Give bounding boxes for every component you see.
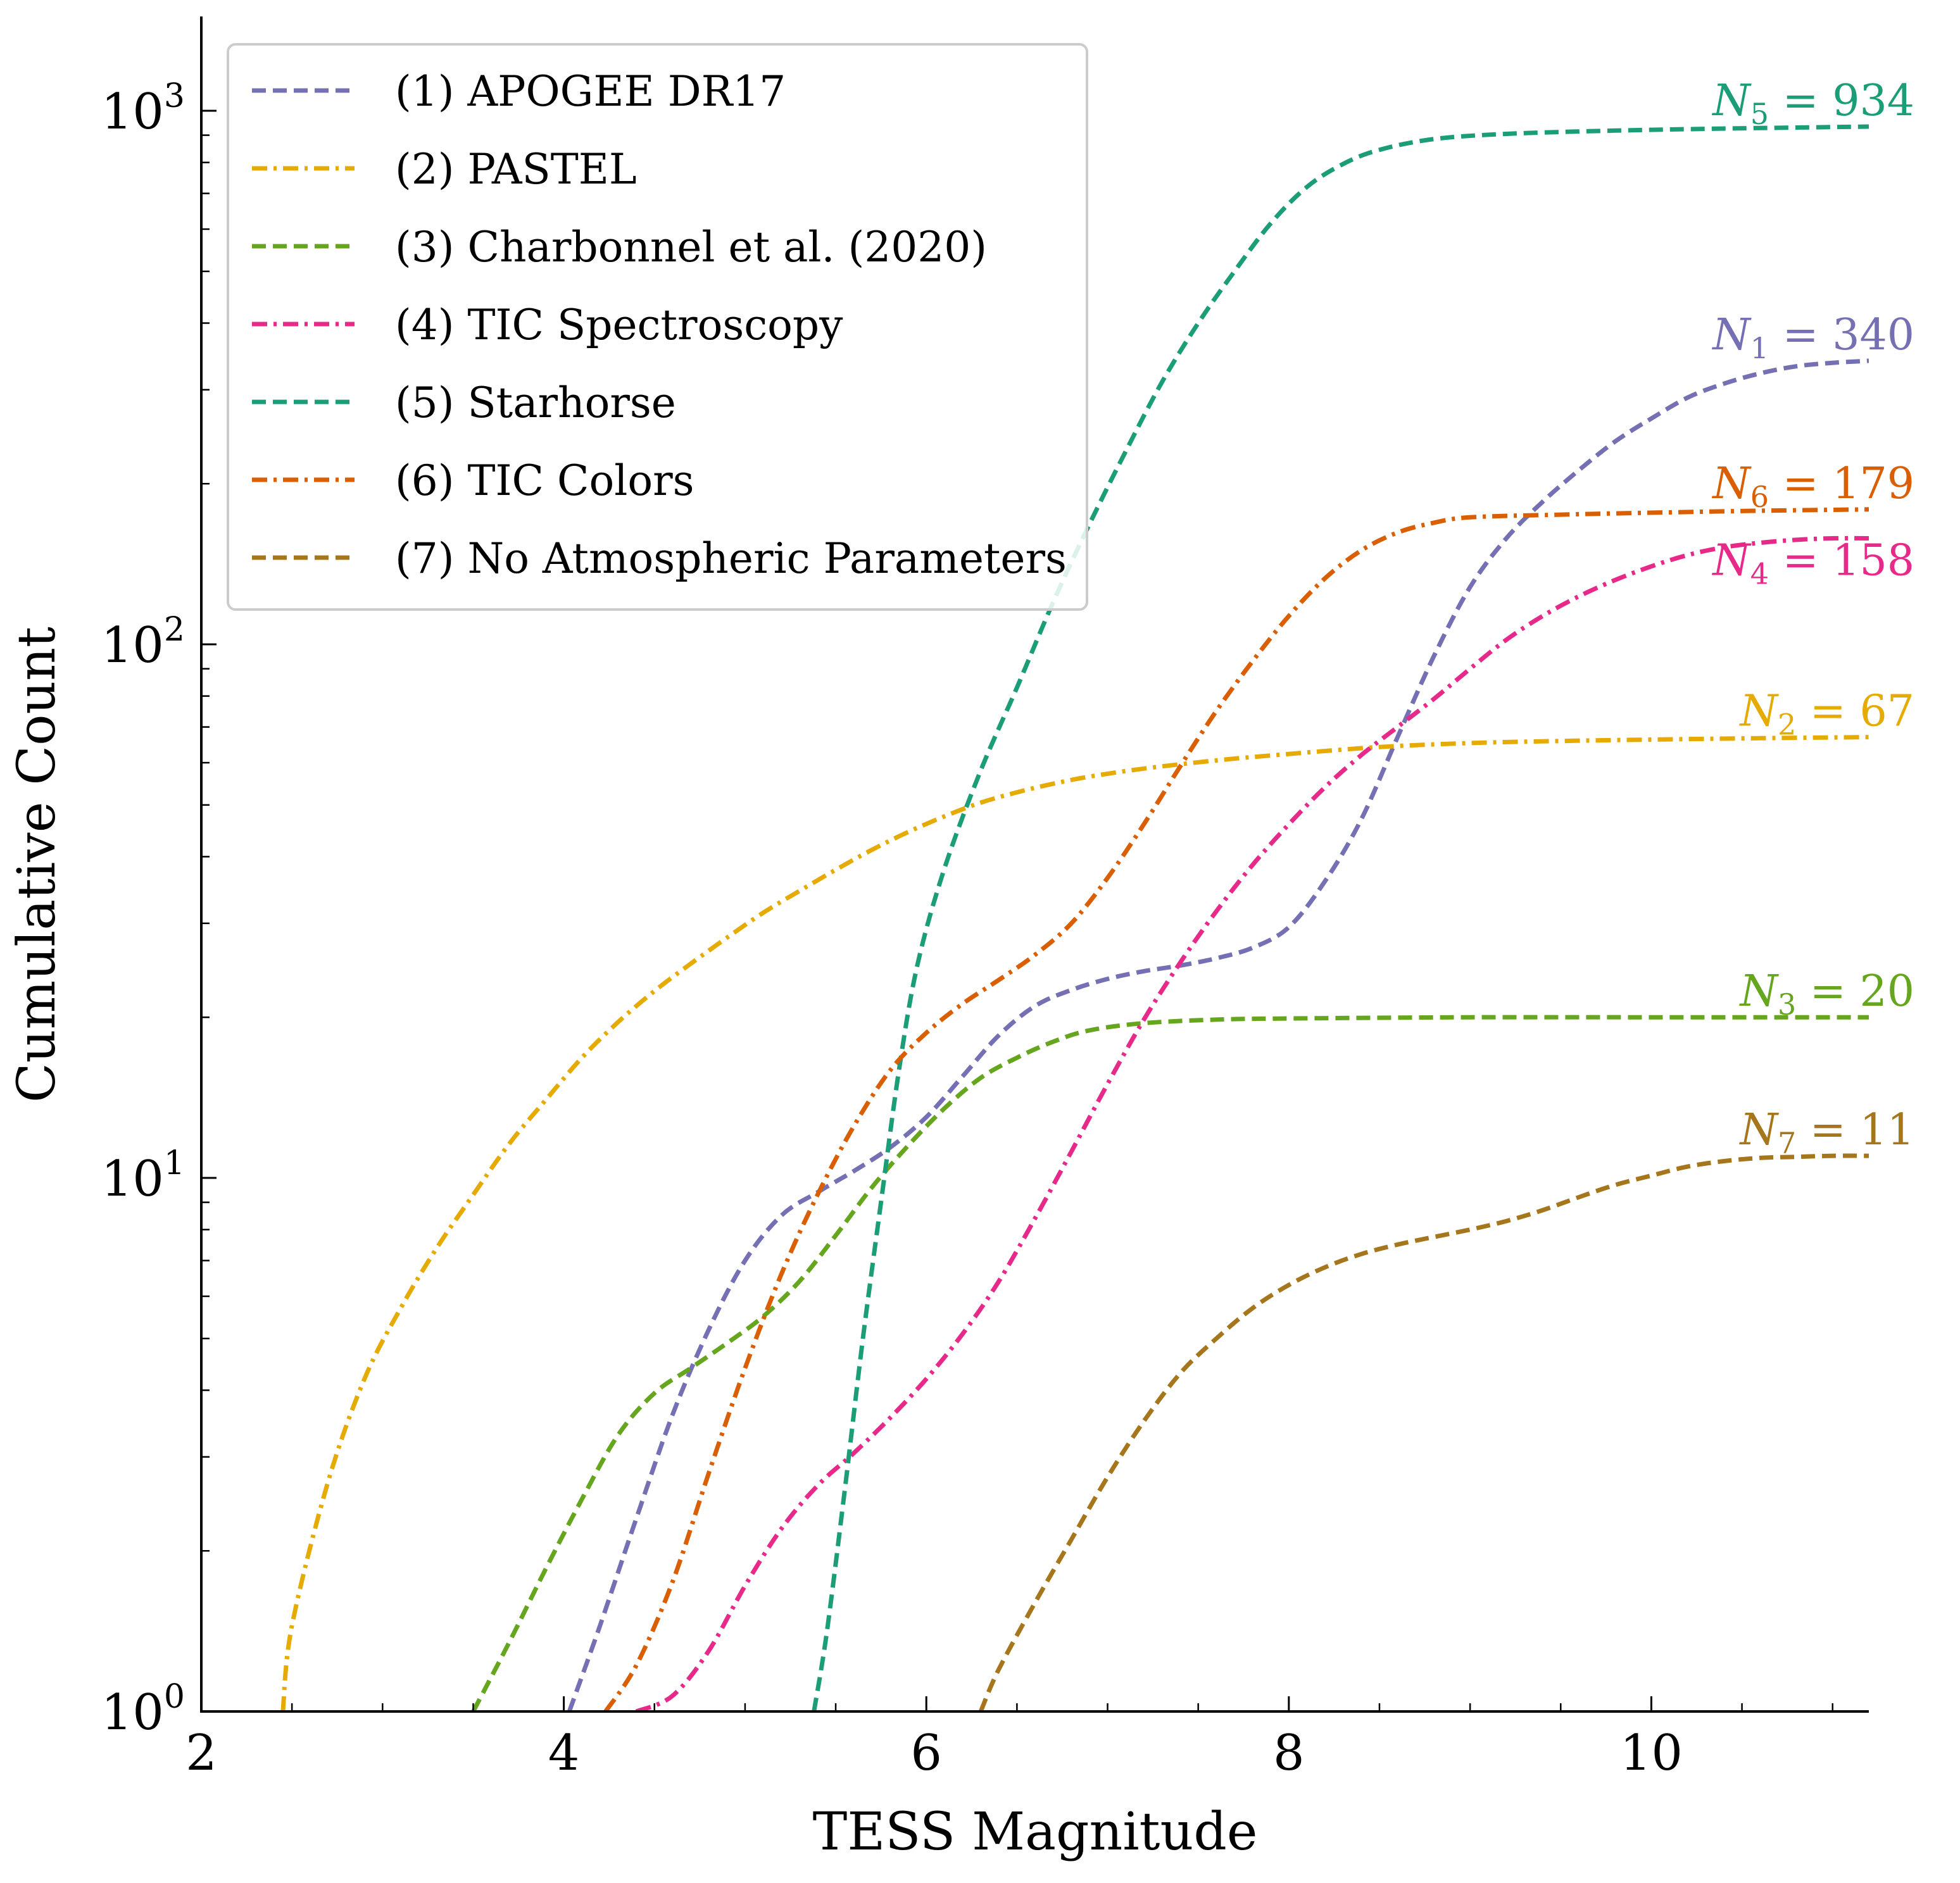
legend-label-7: (7) No Atmospheric Parameters [395,534,1067,583]
end-label-series-6: N6 = 179 [1711,459,1914,514]
legend-frame [227,43,1088,611]
end-label-series-7: N7 = 11 [1738,1105,1914,1160]
legend-label-5: (5) Starhorse [395,378,676,427]
y-tick-label: 103 [101,77,185,141]
x-tick-label: 8 [1273,1725,1305,1782]
y-tick-label: 102 [101,611,185,674]
x-tick-label: 4 [548,1725,580,1782]
y-tick-label: 100 [101,1678,185,1741]
legend-label-6: (6) TIC Colors [395,456,694,505]
y-axis-label: Cumulative Count [7,627,67,1103]
y-tick-label: 101 [101,1144,185,1208]
series-line-2 [280,735,1869,1711]
x-tick-label: 10 [1620,1725,1683,1782]
end-label-series-4: N4 = 158 [1711,536,1914,591]
end-label-series-1: N1 = 340 [1711,310,1914,365]
x-axis-label: TESS Magnitude [813,1802,1258,1862]
series-line-6 [603,507,1869,1711]
axes-layer [200,16,1869,1713]
legend-label-1: (1) APOGEE DR17 [395,67,786,116]
end-label-series-2: N2 = 67 [1738,687,1914,742]
x-tick-label: 2 [185,1725,217,1782]
legend-label-2: (2) PASTEL [395,145,637,194]
series-line-1 [567,358,1869,1711]
end-labels: N1 = 340 N2 = 67 N3 = 20 N4 = 158 N5 = 934 N6… [1711,76,1914,1160]
series-layer [280,124,1869,1711]
end-label-series-3: N3 = 20 [1738,967,1914,1022]
series-line-7 [978,1153,1869,1711]
x-tick-label: 6 [910,1725,942,1782]
legend: (1) APOGEE DR17 (2) PASTEL (3) Charbonnel … [227,43,1088,611]
series-line-3 [471,1015,1869,1711]
legend-label-3: (3) Charbonnel et al. (2020) [395,223,987,272]
series-line-4 [635,535,1869,1711]
legend-label-4: (4) TIC Spectroscopy [395,301,843,349]
end-label-series-5: N5 = 934 [1711,76,1914,131]
ticks-layer: 2 4 6 8 10 100 101 102 103 [101,77,1833,1782]
